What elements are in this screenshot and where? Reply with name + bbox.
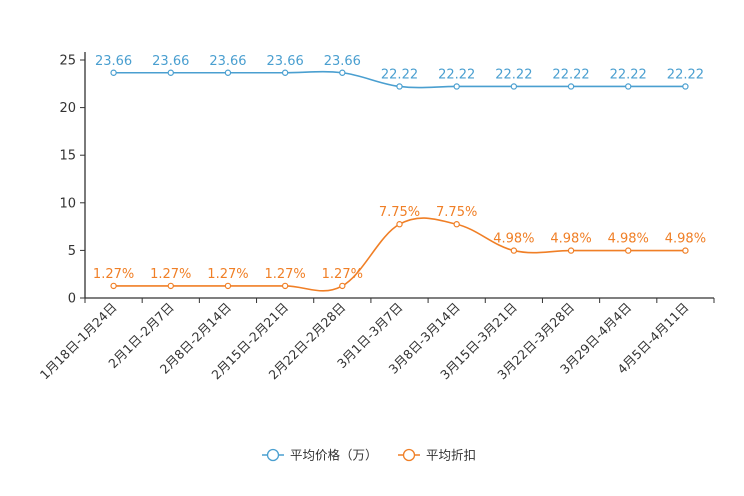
data-label: 23.66 — [209, 54, 246, 69]
data-point — [339, 282, 346, 290]
legend-marker-icon — [266, 448, 280, 462]
data-point — [625, 247, 632, 254]
data-label: 1.27% — [322, 267, 363, 282]
data-label: 1.27% — [150, 267, 191, 282]
data-point — [281, 69, 289, 76]
data-label: 22.22 — [495, 67, 532, 82]
data-point — [224, 282, 232, 290]
data-point — [167, 69, 174, 76]
data-point — [625, 83, 632, 90]
data-point — [453, 83, 460, 90]
data-point — [396, 83, 403, 90]
chart-series: 23.66 23.66 23.66 23.66 23.66 22.22 22.22 22.22… — [93, 54, 706, 292]
data-label: 1.27% — [264, 267, 305, 282]
data-label: 4.98% — [608, 232, 649, 247]
legend-label: 平均折扣 — [426, 448, 476, 463]
data-label: 22.22 — [667, 67, 704, 82]
data-point — [281, 282, 289, 290]
chart-legend[interactable]: 平均价格（万） 平均折扣 — [262, 448, 476, 463]
data-label: 23.66 — [324, 54, 361, 69]
data-label: 7.75% — [379, 205, 420, 220]
data-label: 22.22 — [552, 67, 589, 82]
data-point — [567, 247, 575, 254]
series-line — [113, 217, 686, 292]
y-tick-label: 5 — [68, 244, 76, 259]
data-point — [567, 83, 575, 90]
data-label: 22.22 — [381, 67, 418, 82]
data-label: 23.66 — [267, 54, 304, 69]
data-point — [224, 69, 232, 76]
y-tick-label: 15 — [59, 149, 76, 164]
data-point — [396, 221, 403, 228]
data-point — [453, 221, 460, 228]
data-label: 7.75% — [436, 205, 477, 220]
chart-axes: 05101520251月18日-1月24日2月1日-2月7日2月8日-2月14日… — [37, 52, 715, 383]
data-point — [510, 83, 518, 90]
legend-label: 平均价格（万） — [290, 448, 378, 463]
data-label: 1.27% — [93, 267, 134, 282]
series-2: 1.27% 1.27% 1.27% 1.27% 1.27% 7.75% 7.75% 4.98%… — [93, 205, 706, 292]
data-label: 22.22 — [438, 67, 475, 82]
data-point — [339, 69, 346, 76]
series-1: 23.66 23.66 23.66 23.66 23.66 22.22 22.22 22.22… — [95, 54, 704, 90]
data-point — [510, 247, 518, 254]
data-point — [110, 282, 117, 290]
y-tick-label: 20 — [59, 101, 76, 116]
data-label: 23.66 — [95, 54, 132, 69]
data-label: 23.66 — [152, 54, 189, 69]
legend-item-1[interactable]: 平均价格（万） — [262, 448, 378, 463]
y-tick-label: 25 — [59, 54, 76, 69]
y-tick-label: 10 — [59, 196, 76, 211]
data-label: 4.98% — [665, 232, 706, 247]
legend-marker-icon — [402, 448, 416, 462]
data-label: 4.98% — [550, 232, 591, 247]
data-label: 1.27% — [207, 267, 248, 282]
data-point — [110, 69, 117, 76]
x-tick-label: 1月18日-1月24日 — [37, 300, 120, 383]
data-label: 22.22 — [610, 67, 647, 82]
data-point — [682, 247, 689, 254]
data-label: 4.98% — [493, 232, 534, 247]
legend-item-2[interactable]: 平均折扣 — [398, 448, 476, 463]
y-tick-label: 0 — [68, 292, 76, 307]
data-point — [682, 83, 689, 90]
data-point — [167, 282, 174, 290]
